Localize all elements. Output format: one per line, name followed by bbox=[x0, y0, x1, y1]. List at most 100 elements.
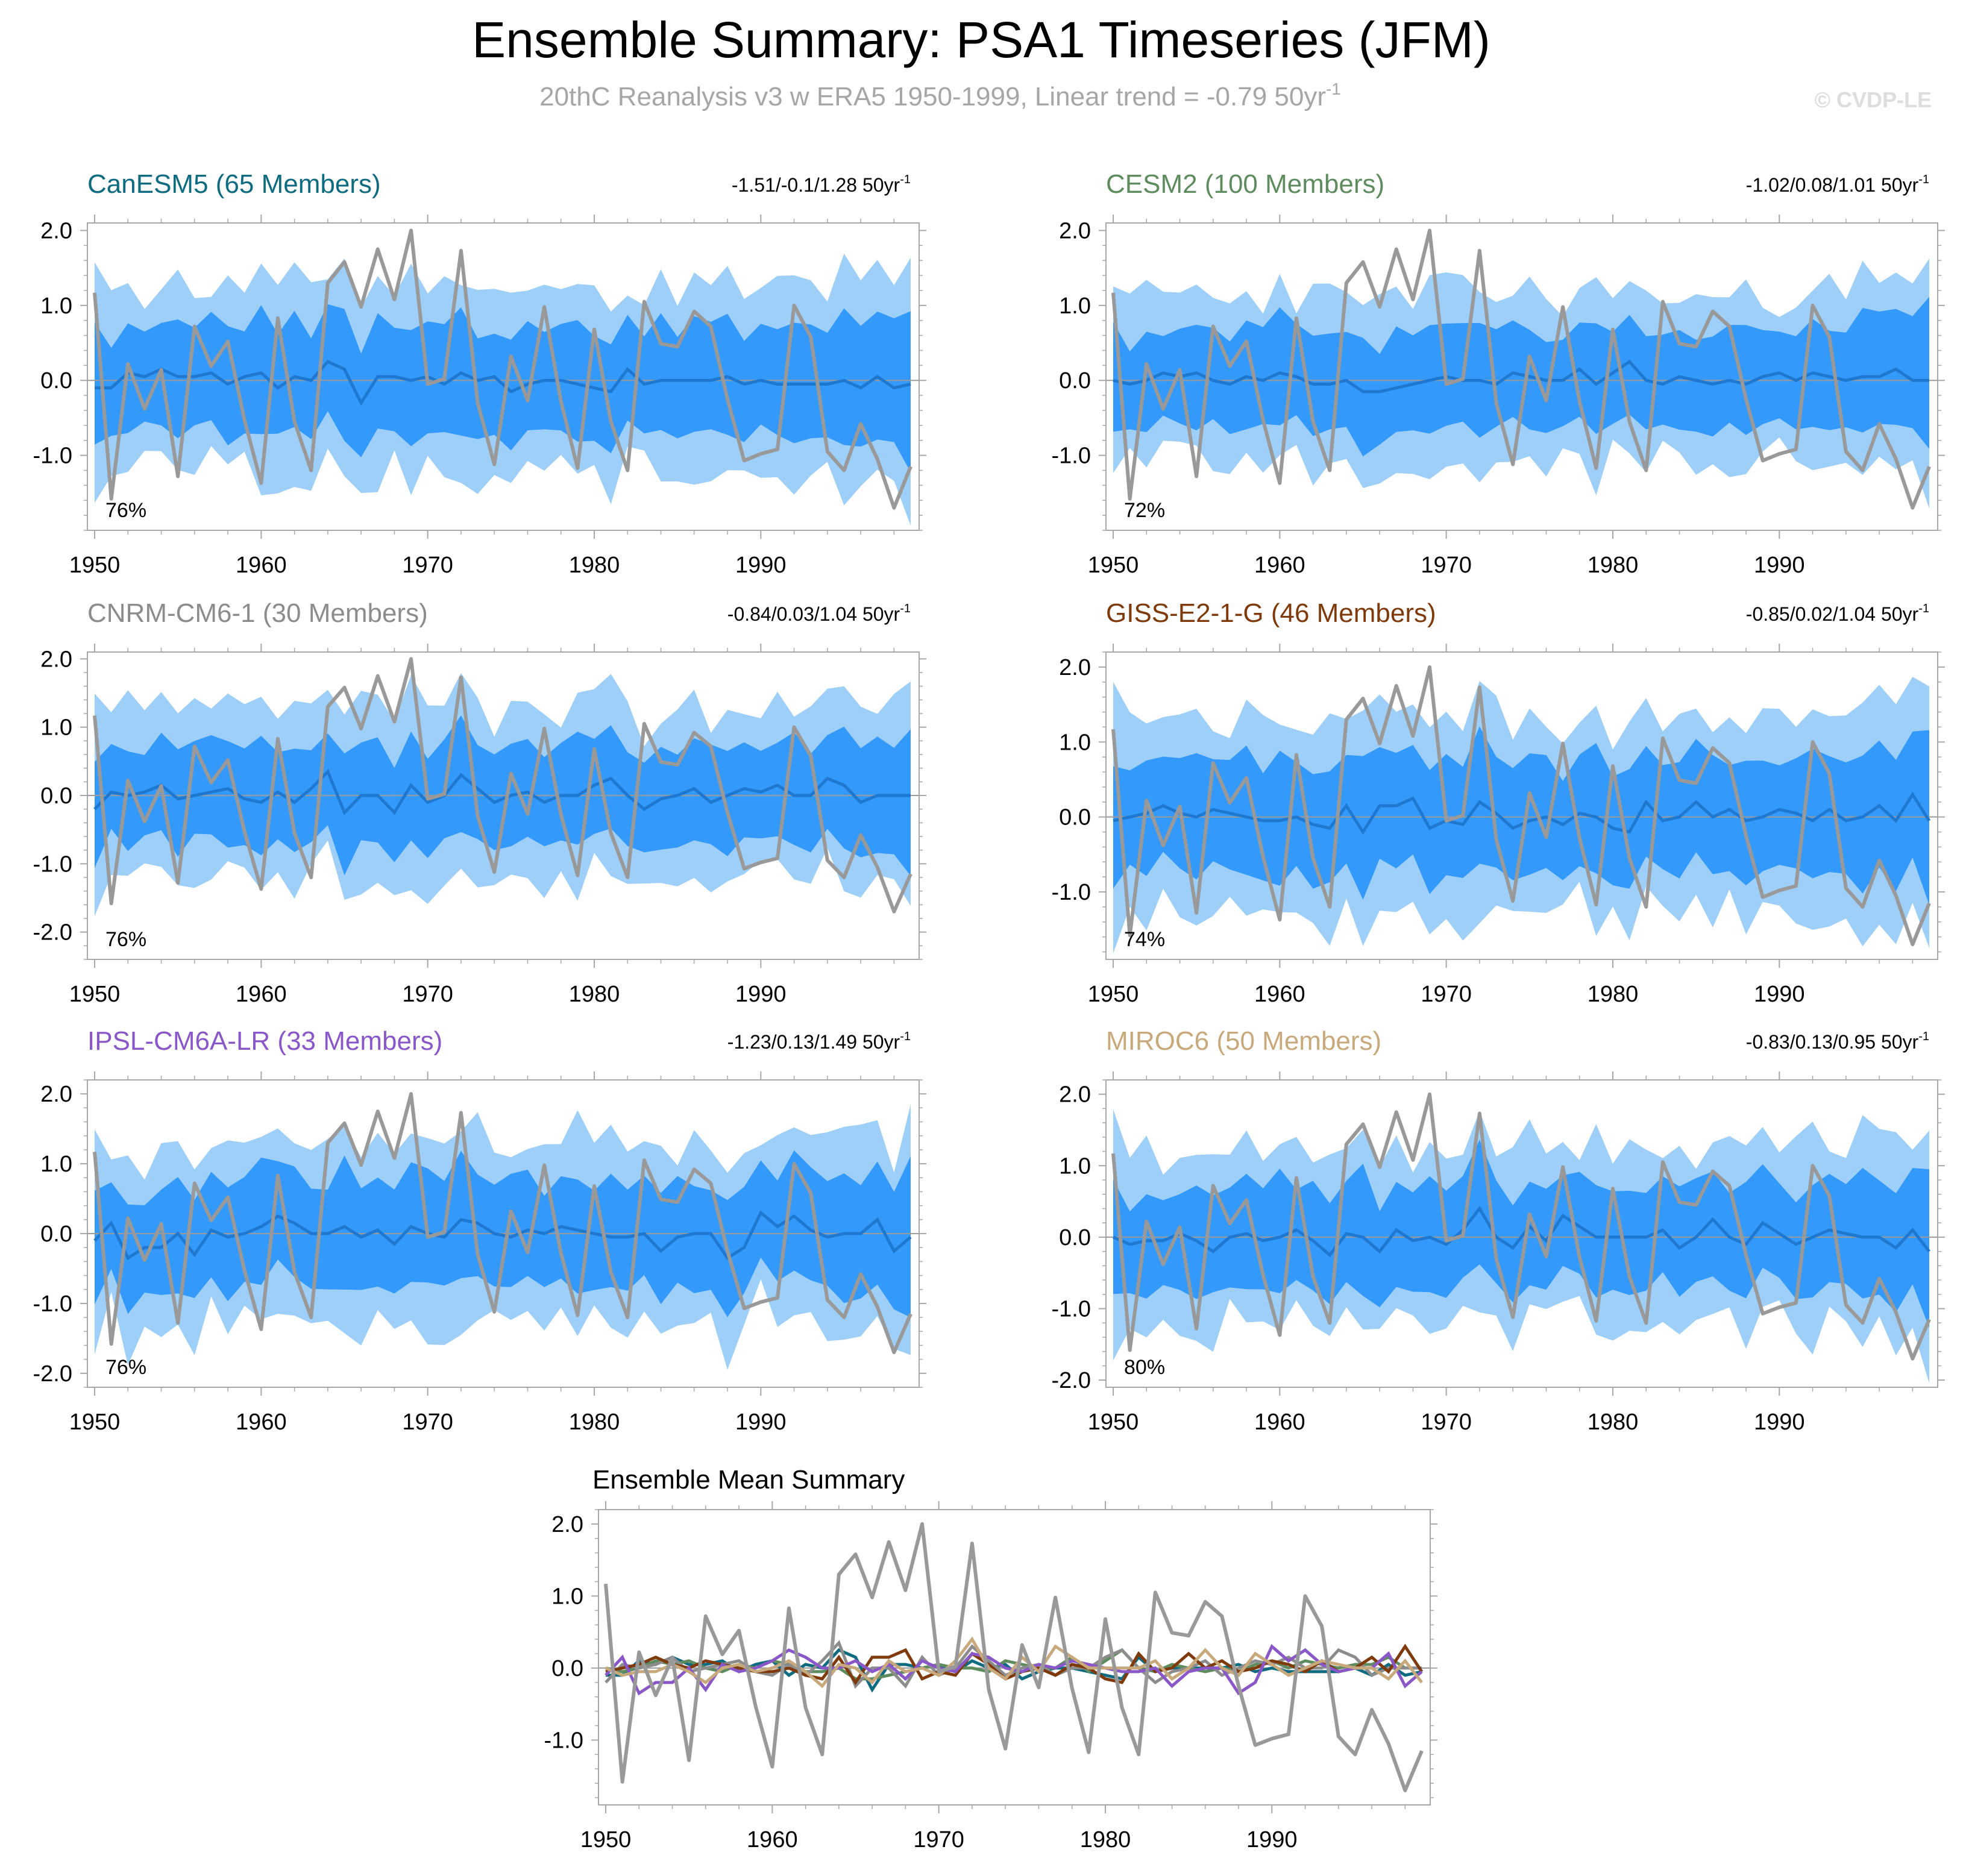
plot-frame bbox=[598, 1509, 1431, 1805]
panel-title: MIROC6 (50 Members) bbox=[1106, 1026, 1381, 1056]
y-tick-label: 0.0 bbox=[40, 1222, 72, 1247]
ensemble-mean-line bbox=[93, 768, 911, 815]
x-tick-label: 1990 bbox=[1754, 553, 1805, 578]
panel-trend-sup: -1 bbox=[1918, 1030, 1929, 1043]
x-tick-label: 1950 bbox=[1088, 553, 1139, 578]
x-tick-label: 1980 bbox=[1080, 1827, 1131, 1852]
ensemble-mean-giss bbox=[605, 1643, 1424, 1686]
panel-trend-label: -1.51/-0.1/1.28 50yr-1 bbox=[732, 173, 911, 196]
y-tick-label: -1.0 bbox=[544, 1728, 583, 1753]
figure-subtitle-text: 20thC Reanalysis v3 w ERA5 1950-1999, Li… bbox=[539, 82, 1326, 111]
panel-trend-label: -0.84/0.03/1.04 50yr-1 bbox=[727, 602, 911, 625]
panel-trend-text: -1.23/0.13/1.49 50yr bbox=[727, 1031, 900, 1053]
panel-trend-text: -0.84/0.03/1.04 50yr bbox=[727, 603, 900, 625]
x-tick-label: 1960 bbox=[236, 1410, 287, 1435]
ensemble-mean-line bbox=[1113, 1206, 1930, 1258]
y-tick-label: 0.0 bbox=[1059, 1225, 1091, 1250]
x-tick-label: 1950 bbox=[1088, 1410, 1139, 1435]
panel-cesm2: 2.0 1.0 0.0 -1.0 1950 1960 1970 1980 1990 CESM2 (… bbox=[1052, 169, 1945, 578]
x-tick-label: 1990 bbox=[1754, 982, 1805, 1007]
panel-trend-label: -0.83/0.13/0.95 50yr-1 bbox=[1746, 1030, 1929, 1053]
x-tick-label: 1990 bbox=[735, 1410, 787, 1435]
panel-title: GISS-E2-1-G (46 Members) bbox=[1106, 598, 1436, 628]
panel-percent: 72% bbox=[1124, 499, 1165, 522]
x-tick-label: 1960 bbox=[1254, 1410, 1305, 1435]
y-tick-label: 1.0 bbox=[40, 1152, 72, 1177]
x-tick-label: 1950 bbox=[1088, 982, 1139, 1007]
panel-trend-text: -1.02/0.08/1.01 50yr bbox=[1746, 174, 1919, 196]
y-tick-label: -2.0 bbox=[1052, 1368, 1091, 1393]
y-tick-label: -1.0 bbox=[1052, 1297, 1091, 1322]
y-tick-label: 2.0 bbox=[551, 1512, 583, 1537]
panel-title: Ensemble Mean Summary bbox=[592, 1465, 905, 1495]
y-tick-label: 2.0 bbox=[40, 1082, 72, 1107]
panel-trend-text: -0.85/0.02/1.04 50yr bbox=[1746, 603, 1919, 625]
y-tick-label: 1.0 bbox=[551, 1584, 583, 1609]
panel-trend-sup: -1 bbox=[1918, 173, 1929, 186]
observations-line bbox=[93, 657, 912, 914]
x-tick-label: 1950 bbox=[69, 1410, 121, 1435]
y-tick-label: 2.0 bbox=[1059, 218, 1091, 243]
ensemble-mean-line bbox=[1113, 791, 1931, 835]
panel-trend-sup: -1 bbox=[900, 1030, 911, 1043]
ensemble-mean-miroc6 bbox=[605, 1636, 1423, 1689]
y-tick-label: 0.0 bbox=[1059, 805, 1091, 830]
band-inner-25-75 bbox=[1113, 726, 1929, 905]
y-tick-label: -1.0 bbox=[33, 1291, 72, 1317]
x-tick-label: 1990 bbox=[1754, 1410, 1805, 1435]
x-tick-label: 1990 bbox=[1246, 1827, 1298, 1852]
x-tick-label: 1980 bbox=[569, 553, 620, 578]
ensemble-mean-line bbox=[95, 360, 911, 406]
panel-trend-text: -0.83/0.13/0.95 50yr bbox=[1746, 1031, 1919, 1053]
x-tick-label: 1970 bbox=[913, 1827, 964, 1852]
watermark: © CVDP-LE bbox=[1814, 87, 1932, 112]
x-tick-label: 1980 bbox=[569, 1410, 620, 1435]
x-tick-label: 1960 bbox=[236, 553, 287, 578]
y-tick-label: 1.0 bbox=[40, 715, 72, 741]
x-tick-label: 1970 bbox=[402, 553, 453, 578]
x-tick-label: 1960 bbox=[236, 982, 287, 1007]
figure-title: Ensemble Summary: PSA1 Timeseries (JFM) bbox=[472, 11, 1490, 68]
panel-ipsl: 2.0 1.0 0.0 -1.0 -2.0 1950 1960 1970 1980 1990 IPS… bbox=[33, 1026, 926, 1435]
panels: 2.0 1.0 0.0 -1.0 1950 1960 1970 1980 1990 CanESM5… bbox=[33, 169, 1945, 1852]
x-tick-label: 1980 bbox=[1588, 1410, 1639, 1435]
x-tick-label: 1990 bbox=[735, 982, 787, 1007]
panel-trend-label: -1.02/0.08/1.01 50yr-1 bbox=[1746, 173, 1929, 196]
panel-percent: 76% bbox=[105, 928, 146, 951]
panel-percent: 74% bbox=[1124, 928, 1165, 951]
x-tick-label: 1970 bbox=[402, 1410, 453, 1435]
ensemble-mean-line bbox=[1113, 359, 1929, 394]
panel-trend-sup: -1 bbox=[900, 173, 911, 186]
y-tick-label: -1.0 bbox=[1052, 444, 1091, 469]
y-tick-label: 2.0 bbox=[1059, 655, 1091, 680]
x-tick-label: 1980 bbox=[569, 982, 620, 1007]
y-tick-label: 0.0 bbox=[551, 1656, 583, 1681]
panel-title: IPSL-CM6A-LR (33 Members) bbox=[87, 1026, 442, 1056]
x-tick-label: 1950 bbox=[69, 553, 121, 578]
panel-giss: 2.0 1.0 0.0 -1.0 1950 1960 1970 1980 1990 GISS-E2… bbox=[1052, 598, 1945, 1007]
y-tick-label: 1.0 bbox=[1059, 1153, 1091, 1179]
x-tick-label: 1960 bbox=[1254, 553, 1305, 578]
observations-line bbox=[604, 1522, 1424, 1793]
y-tick-label: -2.0 bbox=[33, 1361, 72, 1387]
panel-percent: 76% bbox=[105, 499, 146, 522]
band-inner-25-75 bbox=[1113, 296, 1929, 457]
x-tick-label: 1980 bbox=[1588, 553, 1639, 578]
y-tick-label: 2.0 bbox=[1059, 1082, 1091, 1108]
panel-miroc6: 2.0 1.0 0.0 -1.0 -2.0 1950 1960 1970 1980 1990 MIR… bbox=[1052, 1026, 1945, 1435]
x-tick-label: 1970 bbox=[402, 982, 453, 1007]
panel-trend-sup: -1 bbox=[1918, 602, 1929, 615]
observations-line bbox=[93, 228, 912, 510]
observations-line bbox=[93, 1092, 912, 1355]
y-tick-label: 0.0 bbox=[40, 368, 72, 394]
panel-title: CNRM-CM6-1 (30 Members) bbox=[87, 598, 428, 628]
panel-title: CanESM5 (65 Members) bbox=[87, 169, 381, 199]
panel-canesm5: 2.0 1.0 0.0 -1.0 1950 1960 1970 1980 1990 CanESM5… bbox=[33, 169, 926, 578]
x-tick-label: 1980 bbox=[1588, 982, 1639, 1007]
panel-trend-sup: -1 bbox=[900, 602, 911, 615]
x-tick-label: 1960 bbox=[747, 1827, 798, 1852]
y-tick-label: 0.0 bbox=[1059, 368, 1091, 394]
y-tick-label: 1.0 bbox=[40, 293, 72, 319]
panel-trend-label: -0.85/0.02/1.04 50yr-1 bbox=[1746, 602, 1929, 625]
